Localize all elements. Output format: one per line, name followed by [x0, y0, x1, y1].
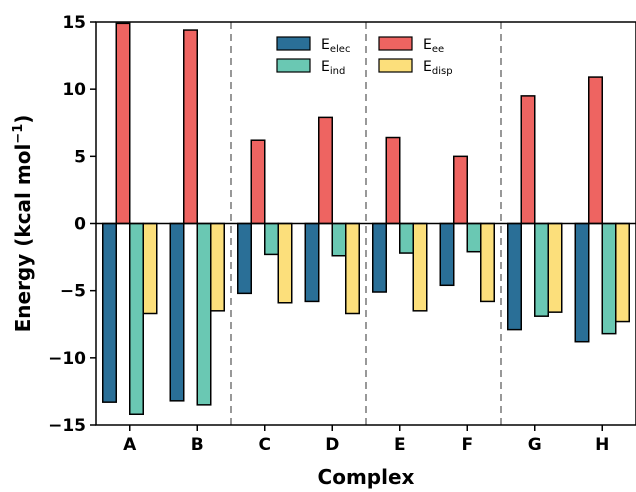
bar-edisp-e [412, 222, 428, 312]
bar-eelec-a [102, 222, 117, 403]
x-tick-label: F [461, 435, 473, 455]
legend-label: Eee [423, 37, 444, 55]
y-tick-label: −5 [60, 282, 86, 302]
bar-edisp-f [480, 222, 495, 303]
bar-eee-c [250, 139, 266, 225]
y-axis-label-sup: −1 [11, 124, 26, 144]
bar-edisp-d [345, 222, 360, 315]
bar-eelec-d [304, 222, 320, 303]
y-tick-label: 0 [74, 215, 86, 235]
x-tick-label: G [528, 435, 542, 455]
bar-eind-h [601, 222, 617, 335]
bar-eelec-b [169, 222, 185, 402]
y-tick-label: 5 [74, 147, 86, 167]
legend-label: Eelec [321, 37, 350, 55]
x-tick-label: E [394, 435, 406, 455]
x-tick-label: B [191, 435, 204, 455]
legend-item-eind: Eind [276, 58, 345, 77]
bar-eee-a [115, 22, 131, 225]
bar-eind-g [534, 222, 549, 317]
y-tick-label: 15 [62, 13, 86, 33]
bar-edisp-h [615, 222, 630, 323]
bar-eee-e [385, 136, 401, 225]
bar-edisp-c [277, 222, 293, 304]
y-axis-label-close: ) [11, 115, 35, 124]
legend-swatch [378, 58, 413, 73]
bar-eind-e [399, 222, 414, 254]
bar-edisp-a [142, 222, 158, 315]
bar-eind-a [129, 222, 144, 416]
bar-eind-f [466, 222, 482, 253]
bar-eind-c [264, 222, 279, 256]
legend-item-eelec: Eelec [276, 36, 350, 55]
y-tick-label: −10 [48, 349, 86, 369]
legend: Eelec Eind Eee Edisp [276, 36, 453, 77]
bar-eind-b [196, 222, 212, 406]
bar-eelec-h [574, 222, 590, 343]
bar-eee-d [318, 116, 333, 225]
x-axis-label: Complex [318, 465, 415, 489]
legend-item-eee: Eee [378, 36, 444, 55]
y-tick-label: 10 [62, 80, 86, 100]
x-tick-label: D [325, 435, 339, 455]
legend-swatch [378, 36, 413, 51]
legend-label: Edisp [423, 59, 453, 77]
bar-eelec-e [372, 222, 387, 293]
legend-label: Eind [321, 59, 345, 77]
bar-eee-b [183, 29, 198, 225]
y-axis-ticks: −15 −10 −5 0 5 10 15 [48, 13, 96, 436]
legend-item-edisp: Edisp [378, 58, 453, 77]
legend-swatch [276, 36, 311, 51]
x-axis-ticks: A B C D E F G H [123, 425, 609, 455]
bar-edisp-b [210, 222, 225, 312]
bar-edisp-g [547, 222, 563, 313]
legend-swatch [276, 58, 311, 73]
x-tick-label: H [595, 435, 609, 455]
x-tick-label: C [259, 435, 271, 455]
bar-eelec-f [439, 222, 455, 287]
bar-eee-g [520, 95, 536, 225]
y-axis-label-main: Energy (kcal mol [11, 144, 35, 333]
bar-eee-h [588, 76, 603, 225]
y-tick-label: −15 [48, 416, 86, 436]
bar-eelec-g [507, 222, 522, 331]
x-tick-label: A [123, 435, 137, 455]
y-axis-label: Energy (kcal mol−1) [11, 115, 35, 333]
bar-eind-d [331, 222, 347, 257]
bar-eelec-c [237, 222, 252, 295]
bar-eee-f [453, 155, 468, 225]
